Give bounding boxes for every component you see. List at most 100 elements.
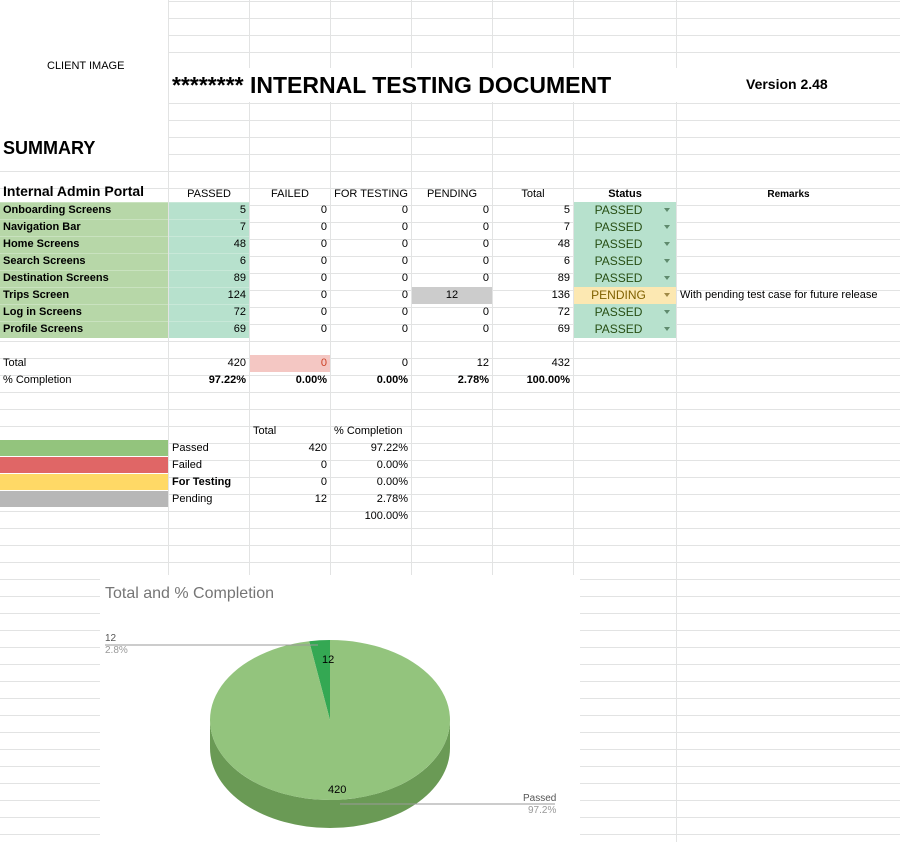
col-header-failed: FAILED — [271, 188, 309, 200]
totals-total[interactable]: 432 — [551, 357, 570, 369]
pie-slice-passed — [210, 640, 451, 800]
chevron-down-icon — [664, 293, 670, 297]
row-failed[interactable]: 0 — [320, 238, 327, 250]
client-image-area — [0, 0, 168, 135]
status-dropdown[interactable]: PASSED — [574, 253, 676, 270]
totals-passed[interactable]: 420 — [227, 357, 246, 369]
row-remarks[interactable]: With pending test case for future releas… — [680, 289, 878, 301]
row-passed[interactable]: 124 — [227, 289, 246, 301]
legend-header-total: Total — [253, 425, 277, 437]
row-testing[interactable]: 0 — [401, 323, 408, 335]
legend-header-pct: % Completion — [334, 425, 403, 437]
row-total[interactable]: 136 — [551, 289, 570, 301]
row-name[interactable]: Trips Screen — [3, 289, 70, 301]
row-testing[interactable]: 0 — [401, 306, 408, 318]
legend-total-passed[interactable]: 420 — [308, 442, 327, 454]
status-dropdown[interactable]: PASSED — [574, 236, 676, 253]
col-divider — [492, 0, 493, 842]
totals-failed[interactable]: 0 — [320, 357, 327, 369]
pie-slice-pending — [309, 640, 330, 720]
row-name[interactable]: Log in Screens — [3, 306, 82, 318]
row-total[interactable]: 72 — [557, 306, 570, 318]
legend-total-failed[interactable]: 0 — [320, 459, 327, 471]
legend-pct-passed[interactable]: 97.22% — [370, 442, 408, 454]
legend-pct-failed[interactable]: 0.00% — [376, 459, 408, 471]
row-pending[interactable]: 0 — [482, 221, 489, 233]
row-pending[interactable]: 0 — [482, 238, 489, 250]
legend-total-pending[interactable]: 12 — [314, 493, 327, 505]
row-pending[interactable]: 0 — [482, 255, 489, 267]
status-dropdown[interactable]: PENDING — [574, 287, 676, 304]
row-testing[interactable]: 0 — [401, 221, 408, 233]
row-pending[interactable]: 12 — [445, 289, 459, 301]
legend-swatch-passed — [0, 440, 168, 456]
row-testing[interactable]: 0 — [401, 204, 408, 216]
row-testing[interactable]: 0 — [401, 255, 408, 267]
row-testing[interactable]: 0 — [401, 289, 408, 301]
row-total[interactable]: 48 — [557, 238, 570, 250]
completion-testing[interactable]: 0.00% — [376, 374, 408, 386]
row-failed[interactable]: 0 — [320, 255, 327, 267]
totals-label: Total — [3, 357, 27, 369]
status-dropdown[interactable]: PASSED — [574, 304, 676, 321]
row-testing[interactable]: 0 — [401, 238, 408, 250]
row-name[interactable]: Destination Screens — [3, 272, 109, 284]
row-pending[interactable]: 0 — [482, 204, 489, 216]
legend-pct-sum[interactable]: 100.00% — [364, 510, 408, 522]
col-header-passed: PASSED — [187, 188, 231, 200]
row-passed[interactable]: 6 — [239, 255, 246, 267]
chevron-down-icon — [664, 208, 670, 212]
leader-pct-pending: 2.8% — [105, 645, 128, 656]
row-passed[interactable]: 48 — [233, 238, 246, 250]
status-dropdown[interactable]: PASSED — [574, 219, 676, 236]
col-divider — [676, 0, 677, 842]
completion-passed[interactable]: 97.22% — [208, 374, 246, 386]
row-total[interactable]: 6 — [563, 255, 570, 267]
completion-label: % Completion — [3, 374, 72, 386]
row-failed[interactable]: 0 — [320, 289, 327, 301]
status-dropdown[interactable]: PASSED — [574, 202, 676, 219]
row-failed[interactable]: 0 — [320, 204, 327, 216]
completion-pending[interactable]: 2.78% — [457, 374, 489, 386]
status-value: PASSED — [594, 203, 643, 217]
completion-total[interactable]: 100.00% — [526, 374, 570, 386]
chevron-down-icon — [664, 327, 670, 331]
status-dropdown[interactable]: PASSED — [574, 321, 676, 338]
row-name[interactable]: Profile Screens — [3, 323, 84, 335]
row-passed[interactable]: 89 — [233, 272, 246, 284]
status-dropdown[interactable]: PASSED — [574, 270, 676, 287]
row-pending[interactable]: 0 — [482, 306, 489, 318]
legend-pct-pending[interactable]: 2.78% — [376, 493, 408, 505]
chevron-down-icon — [664, 259, 670, 263]
row-pending[interactable]: 0 — [482, 323, 489, 335]
row-name[interactable]: Search Screens — [3, 255, 86, 267]
row-passed[interactable]: 69 — [233, 323, 246, 335]
completion-failed[interactable]: 0.00% — [295, 374, 327, 386]
row-failed[interactable]: 0 — [320, 306, 327, 318]
row-total[interactable]: 89 — [557, 272, 570, 284]
row-testing[interactable]: 0 — [401, 272, 408, 284]
col-divider — [573, 0, 574, 842]
status-value: PASSED — [594, 254, 643, 268]
row-failed[interactable]: 0 — [320, 272, 327, 284]
row-name[interactable]: Onboarding Screens — [3, 204, 112, 216]
totals-testing[interactable]: 0 — [401, 357, 408, 369]
totals-pending[interactable]: 12 — [476, 357, 489, 369]
row-failed[interactable]: 0 — [320, 323, 327, 335]
legend-label-failed: Failed — [172, 459, 202, 471]
legend-total-for-testing[interactable]: 0 — [320, 476, 327, 488]
row-name[interactable]: Navigation Bar — [3, 221, 81, 233]
status-value: PASSED — [594, 237, 643, 251]
row-total[interactable]: 69 — [557, 323, 570, 335]
row-failed[interactable]: 0 — [320, 221, 327, 233]
row-total[interactable]: 7 — [563, 221, 570, 233]
row-passed[interactable]: 72 — [233, 306, 246, 318]
row-total[interactable]: 5 — [563, 204, 570, 216]
row-name[interactable]: Home Screens — [3, 238, 80, 250]
summary-band — [0, 136, 168, 162]
row-passed[interactable]: 7 — [239, 221, 246, 233]
row-passed[interactable]: 5 — [239, 204, 246, 216]
row-pending[interactable]: 0 — [482, 272, 489, 284]
legend-pct-for-testing[interactable]: 0.00% — [376, 476, 408, 488]
